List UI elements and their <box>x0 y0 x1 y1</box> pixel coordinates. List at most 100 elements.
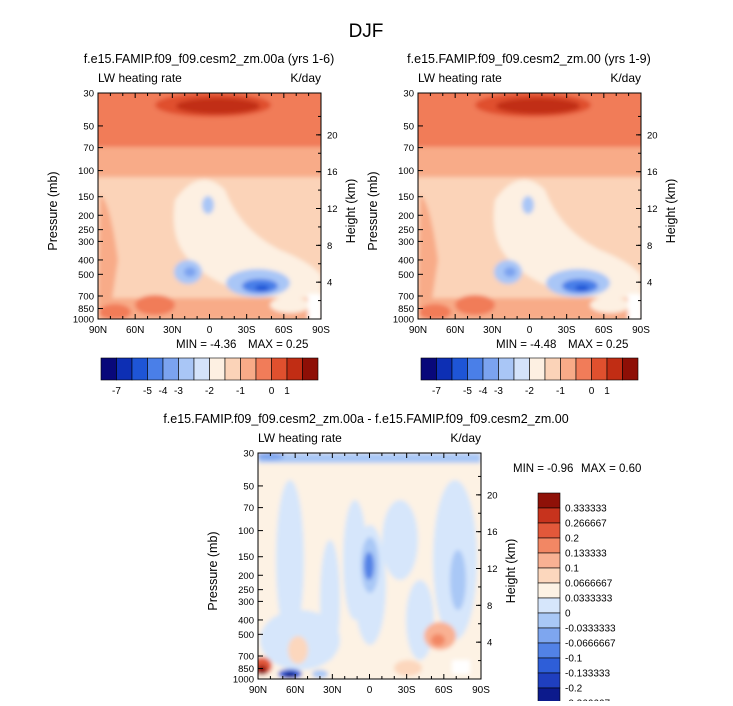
colorbar-swatch <box>193 357 210 381</box>
y-axis-label: Pressure (mb) <box>206 531 220 610</box>
y-tick-label: 70 <box>403 143 414 154</box>
y-tick-label: 400 <box>398 255 414 266</box>
colorbar-swatch <box>622 357 639 381</box>
panel-c-max: MAX = 0.60 <box>581 463 641 475</box>
colorbar-swatch <box>537 687 561 704</box>
y-tick-label: 150 <box>398 192 414 203</box>
x-tick-label: 60N <box>446 325 464 336</box>
colorbar-swatch <box>537 567 561 584</box>
y-tick-label: 250 <box>78 225 94 236</box>
y-tick-label: 30 <box>83 89 94 100</box>
colorbar-swatch <box>513 357 530 381</box>
colorbar-label: -1 <box>556 386 565 397</box>
colorbar-label: 0.1 <box>565 564 579 575</box>
y-right-tick-label: 12 <box>647 204 658 215</box>
x-tick-label: 90N <box>249 685 267 696</box>
colorbar-swatch <box>537 537 561 554</box>
colorbar-label: 0.0666667 <box>565 579 613 590</box>
colorbar-label: 0.133333 <box>565 549 607 560</box>
colorbar-label: -2 <box>525 386 534 397</box>
y-tick-label: 1000 <box>73 315 94 326</box>
colorbar-label: -0.133333 <box>565 669 610 680</box>
colorbar-swatch <box>537 552 561 569</box>
colorbar-swatch <box>537 522 561 539</box>
y-right-tick-label: 16 <box>487 527 498 538</box>
colorbar-swatch <box>537 507 561 524</box>
y-axis-label: Pressure (mb) <box>46 171 60 250</box>
panel-b-colorbar: -7 -5 -4 -3 -2 -1 0 1 <box>420 357 639 397</box>
panel-b-title: f.e15.FAMIP.f09_f09.cesm2_zm.00 (yrs 1-9… <box>407 52 651 66</box>
colorbar-swatch <box>498 357 515 381</box>
colorbar-swatch <box>560 357 577 381</box>
panel-a-axes: 90N 60N 30N 0 30S 60S 90S 30 50 70 100 150 200 250300… <box>46 89 358 337</box>
panel-a-colorbar: -7 -5 -4 -3 -2 -1 0 1 <box>100 357 319 397</box>
y-tick-label: 30 <box>403 89 414 100</box>
x-tick-label: 90N <box>89 325 107 336</box>
colorbar-swatch <box>544 357 561 381</box>
y-tick-label: 850 <box>78 304 94 315</box>
colorbar-swatch <box>240 357 257 381</box>
y-tick-label: 50 <box>243 481 254 492</box>
colorbar-label: -2 <box>205 386 214 397</box>
panel-a-min: MIN = -4.36 <box>176 339 236 351</box>
y-tick-label: 700 <box>78 292 94 303</box>
y-right-tick-label: 4 <box>647 278 652 289</box>
colorbar-swatch <box>302 357 319 381</box>
colorbar-label: -0.1 <box>565 654 583 665</box>
y-tick-label: 200 <box>238 571 254 582</box>
y-right-tick-label: 8 <box>487 601 492 612</box>
y-right-tick-label: 4 <box>327 278 332 289</box>
y-tick-label: 50 <box>83 121 94 132</box>
panel-b-min: MIN = -4.48 <box>496 339 556 351</box>
panel-b-axes: 90N 60N 30N 0 30S 60S 90S 30 50 70 100 150 200 250300… <box>366 89 678 337</box>
colorbar-swatch <box>224 357 241 381</box>
panel-c-field <box>258 453 481 679</box>
y-tick-label: 70 <box>243 503 254 514</box>
colorbar-swatch <box>286 357 303 381</box>
colorbar-swatch <box>467 357 484 381</box>
y-tick-label: 100 <box>398 166 414 177</box>
y-right-tick-label: 8 <box>647 241 652 252</box>
y-tick-label: 500 <box>238 630 254 641</box>
y-tick-label: 400 <box>238 615 254 626</box>
colorbar-swatch <box>575 357 592 381</box>
colorbar-swatch <box>537 657 561 674</box>
panel-a-variable-label: LW heating rate <box>98 71 182 85</box>
x-tick-label: 0 <box>207 325 213 336</box>
x-tick-label: 30N <box>483 325 501 336</box>
y-tick-label: 30 <box>243 449 254 460</box>
colorbar-swatch <box>537 492 561 509</box>
y-axis-label-right: Height (km) <box>504 539 518 604</box>
y-right-tick-label: 16 <box>327 167 338 178</box>
panel-c-colorbar: 0.333333 0.266667 0.2 0.133333 0.1 0.0666667 0… <box>537 492 616 706</box>
y-tick-label: 200 <box>398 211 414 222</box>
colorbar-label: 0.333333 <box>565 504 607 515</box>
colorbar-label: -0.2 <box>565 684 583 695</box>
y-tick-label: 250 <box>238 585 254 596</box>
x-tick-label: 60N <box>126 325 144 336</box>
colorbar-swatch <box>537 612 561 629</box>
colorbar-swatch <box>537 642 561 659</box>
y-right-tick-label: 20 <box>327 130 338 141</box>
y-tick-label: 300 <box>78 237 94 248</box>
panel-c-units-label: K/day <box>450 431 481 445</box>
y-tick-label: 150 <box>78 192 94 203</box>
y-tick-label: 1000 <box>233 675 254 686</box>
colorbar-swatch <box>436 357 453 381</box>
panel-b-field <box>418 93 641 319</box>
y-tick-label: 150 <box>238 552 254 563</box>
x-tick-label: 90S <box>472 685 490 696</box>
colorbar-label: 0.0333333 <box>565 594 613 605</box>
panel-a-title: f.e15.FAMIP.f09_f09.cesm2_zm.00a (yrs 1-… <box>84 52 335 66</box>
colorbar-swatch <box>537 582 561 599</box>
colorbar-swatch <box>529 357 546 381</box>
y-axis-label-right: Height (km) <box>664 179 678 244</box>
colorbar-label: -0.0333333 <box>565 624 616 635</box>
panel-a-heatmap <box>98 93 321 319</box>
colorbar-swatch <box>255 357 272 381</box>
x-tick-label: 90N <box>409 325 427 336</box>
colorbar-swatch <box>209 357 226 381</box>
colorbar-label: -4 <box>479 386 488 397</box>
y-tick-label: 1000 <box>393 315 414 326</box>
